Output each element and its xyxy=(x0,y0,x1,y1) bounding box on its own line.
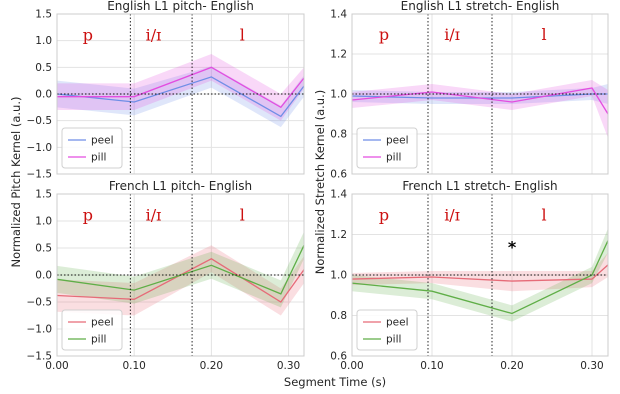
y-tick-label: 0.6 xyxy=(330,169,347,181)
x-tick-label: 0.10 xyxy=(122,360,145,372)
series-line-pill xyxy=(56,245,305,295)
x-axis-label: Segment Time (s) xyxy=(284,375,386,389)
y-tick-label: 0.0 xyxy=(35,89,52,101)
series-line-peel xyxy=(56,258,305,303)
legend-box xyxy=(356,309,418,351)
plot-frame xyxy=(351,193,609,357)
confidence-band-pill xyxy=(352,80,608,138)
legend: peel pill xyxy=(356,127,418,169)
y-tick-label: −1.0 xyxy=(27,324,53,336)
segment-label: l xyxy=(541,205,546,224)
legend-label-peel: peel xyxy=(386,317,409,329)
y-tick-label: 1.0 xyxy=(330,270,347,282)
chart-title: English L1 pitch- English xyxy=(107,0,254,13)
y-tick-label: 1.4 xyxy=(330,9,347,21)
y-tick-label: 1.0 xyxy=(35,216,52,228)
y-tick-label: 1.0 xyxy=(330,89,347,101)
segment-label: l xyxy=(541,25,546,44)
y-tick-label: −1.5 xyxy=(27,169,53,181)
segment-label: l xyxy=(240,25,245,44)
segment-label: p xyxy=(83,206,93,225)
chart-panel-4: p i/ɪ l * French L1 stretch- English 0.6 0.8 1.… xyxy=(330,179,609,372)
segment-label: i/ɪ xyxy=(444,25,460,44)
y-tick-label: −0.5 xyxy=(27,115,53,127)
x-tick-label: 0.10 xyxy=(420,360,443,372)
y-tick-label: 1.2 xyxy=(330,49,347,61)
y-tick-label: 1.0 xyxy=(35,35,52,47)
y-tick-label: 0.5 xyxy=(35,243,52,255)
segment-label: i/ɪ xyxy=(146,206,162,225)
legend-label-pill: pill xyxy=(91,334,106,346)
segment-label: i/ɪ xyxy=(146,25,162,44)
series-line-pill xyxy=(57,66,305,109)
y-tick-label: 0.6 xyxy=(330,351,347,363)
y-tick-label: 1.5 xyxy=(35,189,52,201)
legend-label-pill: pill xyxy=(386,334,401,346)
legend-label-peel: peel xyxy=(91,317,114,329)
series-line-peel xyxy=(351,264,609,282)
y-tick-label: 0.0 xyxy=(35,270,52,282)
confidence-band-peel xyxy=(57,66,304,128)
confidence-band-peel xyxy=(352,252,608,292)
legend-label-pill: pill xyxy=(91,152,106,164)
y-tick-label: 0.5 xyxy=(35,62,52,74)
y-tick-label: −0.5 xyxy=(27,297,53,309)
plot-frame xyxy=(56,193,305,357)
chart-panel-2: p i/ɪ l English L1 stretch- English 0.6 0.8 1.… xyxy=(330,0,609,181)
plot-frame xyxy=(56,13,305,175)
x-tick-label: 0.20 xyxy=(500,360,523,372)
series-line-pill xyxy=(351,240,609,315)
y-axis-label-right: Normalized Stretch Kernel (a.u.) xyxy=(313,90,327,274)
legend-box xyxy=(356,127,418,169)
y-tick-label: −1.0 xyxy=(27,142,53,154)
x-tick-label: 0.00 xyxy=(340,360,363,372)
x-tick-label: 0.00 xyxy=(45,360,68,372)
confidence-band-peel xyxy=(352,84,608,104)
chart-panel-3: p i/ɪ l French L1 pitch- English −1.5 −1.0 −0.… xyxy=(27,179,305,372)
legend-box xyxy=(61,127,123,169)
panels: p i/ɪ l English L1 pitch- English −1.5 −1.0 −0… xyxy=(27,0,609,372)
chart-title: French L1 pitch- English xyxy=(109,179,252,193)
legend: peel pill xyxy=(356,309,418,351)
legend-box xyxy=(61,309,123,351)
y-tick-label: −1.5 xyxy=(27,351,53,363)
segment-label: p xyxy=(379,205,389,224)
y-tick-label: 1.5 xyxy=(35,9,52,21)
significance-marker: * xyxy=(508,238,517,257)
legend: peel pill xyxy=(61,309,123,351)
segment-label: i/ɪ xyxy=(444,205,460,224)
y-tick-label: 1.2 xyxy=(330,229,347,241)
plot-frame xyxy=(351,13,609,175)
legend-label-peel: peel xyxy=(91,135,114,147)
legend-label-peel: peel xyxy=(386,135,409,147)
y-tick-label: 1.4 xyxy=(330,189,347,201)
series-line-pill xyxy=(351,87,609,115)
legend-label-pill: pill xyxy=(386,152,401,164)
confidence-band-pill xyxy=(57,231,304,308)
x-tick-label: 0.30 xyxy=(277,360,300,372)
legend: peel pill xyxy=(61,127,123,169)
segment-label: l xyxy=(240,206,245,225)
chart-title: English L1 stretch- English xyxy=(401,0,560,13)
y-axis-label-left: Normalized Pitch Kernel (a.u.) xyxy=(9,97,23,268)
segment-label: p xyxy=(379,25,389,44)
y-tick-label: 0.8 xyxy=(330,129,347,141)
y-tick-label: 0.8 xyxy=(330,310,347,322)
chart-title: French L1 stretch- English xyxy=(402,179,557,193)
series-line-peel xyxy=(56,76,305,118)
x-tick-label: 0.20 xyxy=(200,360,223,372)
chart-panel-1: p i/ɪ l English L1 pitch- English −1.5 −1.0 −0… xyxy=(27,0,305,181)
x-tick-label: 0.30 xyxy=(580,360,603,372)
segment-label: p xyxy=(83,25,93,44)
